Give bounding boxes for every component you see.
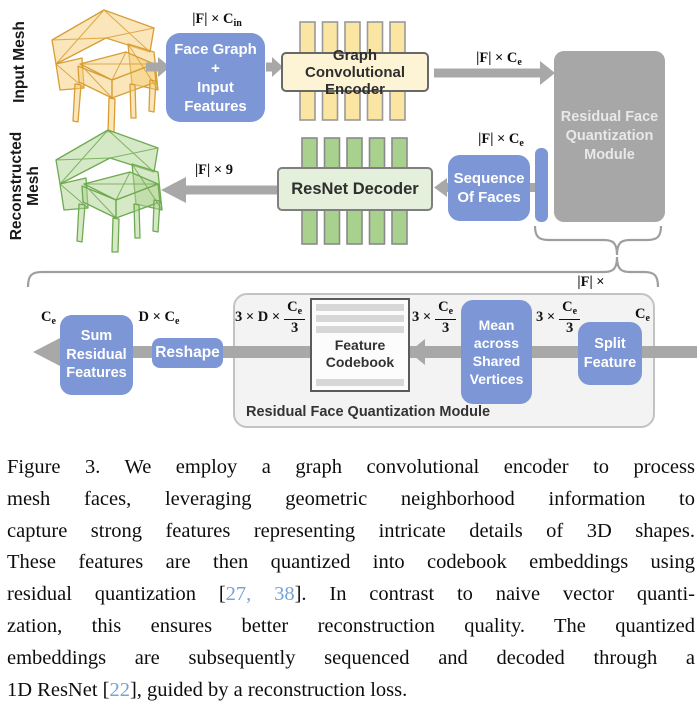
input-mesh-image (52, 10, 158, 132)
dim-text: |F| × C (476, 50, 518, 66)
dim-text: C (635, 306, 646, 322)
residual-quantization-panel-label: Residual Face Quantization Module (246, 404, 491, 420)
dim-label-3-d-ce-3: 3 × D × Ce 3 (235, 299, 306, 336)
split-feature-box: Split Feature (578, 322, 642, 385)
dim-label-3-ce-3-b: 3 × Ce 3 (536, 299, 581, 336)
dim-label-ce-output: Ce (41, 309, 56, 327)
caption-line: residual quantization [27, 38]. In contr… (7, 579, 695, 611)
quantized-feature-bar (535, 148, 548, 222)
caption-line: mesh faces, leveraging geometric neighbo… (7, 484, 695, 516)
dim-text: 3 × (536, 309, 556, 326)
dim-label-f-ce-sequence: |F| × Ce (478, 131, 524, 149)
caption-text: mesh faces, leveraging geometric neighbo… (7, 487, 695, 510)
codebook-entry-stripe (316, 315, 404, 322)
expansion-braces (26, 225, 663, 288)
resnet-decoder-box: ResNet Decoder (277, 167, 433, 211)
feature-codebook-label: Feature Codebook (325, 337, 395, 370)
caption-text: Figure 3. We employ a graph convolutiona… (7, 456, 695, 478)
caption-text: embeddings are subsequently sequenced an… (7, 646, 695, 669)
caption-line: 1D ResNet [22], guided by a reconstructi… (7, 675, 695, 705)
graph-convolutional-encoder-box: Graph Convolutional Encoder (281, 47, 429, 98)
mean-across-shared-vertices-box: Mean across Shared Vertices (461, 300, 532, 404)
dim-text: 3 × D × (235, 309, 281, 326)
citation-link[interactable]: 22 (109, 678, 130, 701)
feature-codebook-box: Feature Codebook (310, 298, 410, 392)
dim-label-f-cin: |F| × Cin (192, 11, 242, 29)
reconstructed-mesh-label: Reconstructed Mesh (8, 131, 42, 241)
citation-link[interactable]: 27, 38 (225, 583, 295, 606)
codebook-entry-stripe (316, 379, 404, 386)
caption-text: capture strong features representing int… (7, 519, 695, 542)
dim-label-f-9: |F| × 9 (186, 162, 242, 180)
face-graph-input-features-box: Face Graph + Input Features (166, 33, 265, 122)
caption-text: zation, this ensures better reconstructi… (7, 614, 695, 637)
caption-text: These features are then quantized into c… (7, 551, 695, 574)
figure-caption: Figure 3. We employ a graph convolutiona… (7, 452, 695, 705)
caption-line: capture strong features representing int… (7, 516, 695, 548)
dim-label-ce-input: Ce (635, 306, 650, 324)
caption-text: ]. In contrast to naive vector quanti- (294, 583, 695, 606)
residual-face-quantization-module-box: Residual Face Quantization Module (554, 51, 665, 222)
dim-label-f-times: |F| × (570, 274, 612, 292)
caption-text: 1D ResNet [ (7, 678, 110, 701)
dim-text: D × C (138, 309, 175, 325)
caption-line: These features are then quantized into c… (7, 547, 695, 579)
sequence-of-faces-box: Sequence Of Faces (448, 155, 530, 221)
dim-label-3-ce-3-a: 3 × Ce 3 (412, 299, 457, 336)
caption-line: Figure 3. We employ a graph convolutiona… (7, 452, 695, 484)
dim-text: |F| × 9 (194, 162, 233, 178)
caption-text: ], guided by a reconstruction loss. (129, 678, 408, 701)
reconstructed-mesh-image (56, 130, 162, 252)
dim-text: 3 × (412, 309, 432, 326)
codebook-entry-stripe (316, 326, 404, 333)
sum-residual-features-box: Sum Residual Features (60, 315, 133, 395)
reshape-box: Reshape (152, 338, 223, 368)
caption-line: zation, this ensures better reconstructi… (7, 611, 695, 643)
dim-label-f-ce-encoder: |F| × Ce (476, 50, 522, 68)
caption-line: embeddings are subsequently sequenced an… (7, 643, 695, 675)
dim-text: |F| × (577, 274, 605, 290)
caption-text: residual quantization [ (7, 583, 226, 606)
codebook-entry-stripe (316, 304, 404, 311)
input-mesh-label: Input Mesh (11, 21, 28, 103)
dim-text: |F| × C (192, 11, 234, 27)
dim-text: |F| × C (478, 131, 520, 147)
dim-label-d-ce: D × Ce (138, 309, 180, 327)
dim-text: C (41, 309, 52, 325)
